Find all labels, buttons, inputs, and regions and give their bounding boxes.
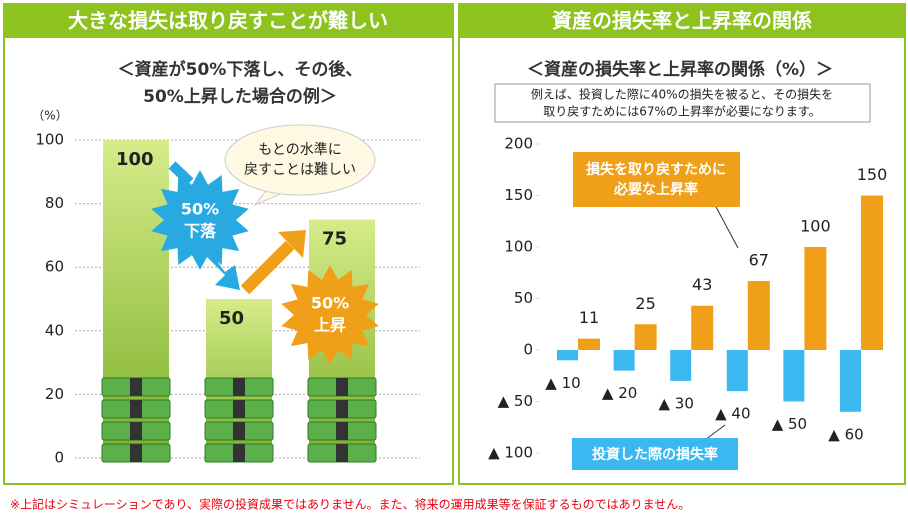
rise-arrow <box>240 240 295 295</box>
drop-badge <box>151 170 249 270</box>
gain-label: 67 <box>749 250 769 269</box>
money-band <box>233 444 245 462</box>
drop-arrow <box>168 161 194 186</box>
loss-label: ▲ 60 <box>828 425 863 443</box>
y-tick-label: 0 <box>523 341 533 359</box>
value-label: 100 <box>116 149 154 170</box>
y-tick-label: 50 <box>514 289 533 307</box>
gain-bar <box>691 305 714 350</box>
footnote: ※上記はシミュレーションであり、実際の投資成果ではありません。また、将来の運用成… <box>10 497 690 512</box>
rise-label: 上昇 <box>314 316 346 335</box>
loss-label: ▲ 50 <box>772 415 807 433</box>
gain-bar <box>634 324 657 350</box>
y-tick-label: 60 <box>45 258 64 276</box>
money-band <box>233 400 245 418</box>
gain-label: 43 <box>692 275 712 294</box>
gain-label: 11 <box>579 308 599 327</box>
callout-text: もとの水準に <box>258 142 342 158</box>
gain-label: 150 <box>857 165 888 184</box>
loss-label: ▲ 10 <box>545 374 580 392</box>
gain-label: 25 <box>635 294 655 313</box>
y-tick-label: ▲ 50 <box>498 392 533 410</box>
loss-bar <box>557 350 578 361</box>
y-tick-label: 200 <box>504 135 533 153</box>
rise-label: 50% <box>311 294 349 313</box>
loss-bar <box>726 350 748 392</box>
right-subtitle: ＜資産の損失率と上昇率の関係（%）＞ <box>527 59 833 80</box>
note-box <box>494 83 871 123</box>
loss-label: ▲ 20 <box>602 384 637 402</box>
rise-arrow <box>278 230 306 258</box>
y-tick-label: 100 <box>504 238 533 256</box>
money-band <box>130 378 142 396</box>
money-band <box>336 400 348 418</box>
left-subtitle: 50%上昇した場合の例＞ <box>143 86 337 107</box>
loss-bar <box>613 350 635 371</box>
loss-label: ▲ 30 <box>659 394 694 412</box>
money-band <box>130 422 142 440</box>
gain-bar <box>804 247 827 350</box>
money-band <box>336 378 348 396</box>
loss-bar <box>783 350 805 402</box>
y-tick-label: 40 <box>45 321 64 339</box>
loss-label: ▲ 40 <box>715 405 750 423</box>
y-tick-label: 150 <box>504 186 533 204</box>
loss-legend: 投資した際の損失率 <box>592 446 718 463</box>
money-band <box>336 444 348 462</box>
right-header: 資産の損失率と上昇率の関係 <box>552 9 812 33</box>
pointer <box>714 204 739 249</box>
gain-legend-box <box>573 152 740 207</box>
money-band <box>336 422 348 440</box>
money-band <box>130 444 142 462</box>
value-label: 50 <box>219 308 244 329</box>
left-header: 大きな損失は取り戻すことが難しい <box>68 9 388 33</box>
y-tick-label: 80 <box>45 194 64 212</box>
callout-text: 戻すことは難しい <box>244 162 356 178</box>
gain-label: 100 <box>800 217 831 236</box>
callout <box>224 124 376 196</box>
loss-bar <box>840 350 861 412</box>
money-band <box>233 378 245 396</box>
drop-label: 下落 <box>184 222 217 241</box>
right-header-bg <box>459 4 905 38</box>
y-unit: （%） <box>32 109 67 123</box>
gain-legend: 必要な上昇率 <box>613 181 698 198</box>
loss-legend-box <box>572 438 738 470</box>
gain-bar <box>578 338 600 350</box>
drop-label: 50% <box>181 200 219 219</box>
left-header-bg <box>4 4 453 38</box>
value-label: 75 <box>322 229 347 250</box>
money-band <box>130 400 142 418</box>
gain-bar <box>861 195 883 350</box>
drop-arrow <box>205 252 240 290</box>
pointer <box>704 424 726 441</box>
loss-bar <box>670 350 692 381</box>
note: 取り戻すためには67%の上昇率が必要になります。 <box>543 104 820 119</box>
note: 例えば、投資した際に40%の損失を被ると、その損失を <box>531 87 833 102</box>
y-tick-label: 100 <box>35 131 64 149</box>
y-tick-label: 0 <box>54 449 64 467</box>
money-band <box>233 422 245 440</box>
rise-badge <box>281 265 379 365</box>
y-tick-label: ▲ 100 <box>488 444 533 462</box>
gain-bar <box>747 280 770 350</box>
y-tick-label: 20 <box>45 385 64 403</box>
gain-legend: 損失を取り戻すために <box>586 161 726 178</box>
left-subtitle: ＜資産が50%下落し、その後、 <box>118 59 363 80</box>
